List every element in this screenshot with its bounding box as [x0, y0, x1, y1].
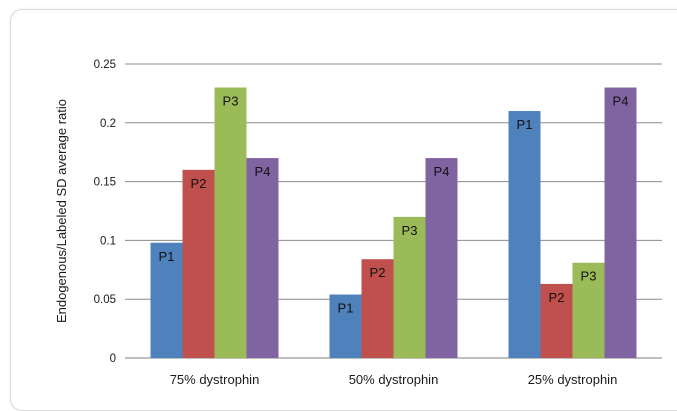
y-tick-label: 0.2 — [100, 118, 116, 130]
data-label: P2 — [549, 290, 565, 305]
data-label: P3 — [581, 269, 597, 284]
bar-p1 — [150, 242, 183, 358]
data-label: P2 — [370, 265, 386, 280]
bar-p2 — [540, 283, 573, 358]
data-label: P4 — [613, 94, 629, 109]
y-tick-label: 0.1 — [100, 235, 116, 247]
bar-p1 — [508, 111, 541, 358]
bar-p2 — [182, 169, 215, 358]
bar-p3 — [214, 87, 247, 359]
data-label: P2 — [191, 176, 207, 191]
x-category-label: 75% dystrophin — [170, 372, 260, 387]
x-category-label: 25% dystrophin — [528, 372, 618, 387]
y-axis-ticks: 0 0.05 0.1 0.15 0.2 0.25 — [94, 59, 116, 365]
data-label: P4 — [434, 164, 450, 179]
bar-p4 — [246, 158, 279, 358]
bar-p4 — [425, 158, 458, 358]
bar-p3 — [393, 216, 426, 358]
x-axis-categories: 75% dystrophin 50% dystrophin 25% dystroph… — [170, 372, 618, 387]
data-label: P1 — [159, 249, 175, 264]
data-labels-group: P1 P2 P3 P4 P1 P2 P3 P4 P1 P2 P3 P4 — [159, 94, 629, 316]
y-tick-label: 0 — [110, 353, 116, 365]
bars-group — [150, 87, 637, 359]
data-label: P1 — [338, 300, 354, 315]
y-tick-label: 0.05 — [94, 294, 116, 306]
data-label: P3 — [223, 94, 239, 109]
x-category-label: 50% dystrophin — [349, 372, 439, 387]
y-tick-label: 0.25 — [94, 59, 116, 71]
y-tick-label: 0.15 — [94, 177, 116, 189]
y-axis-label: Endogenous/Labeled SD average ratio — [54, 99, 69, 323]
bar-p3 — [572, 262, 605, 358]
data-label: P3 — [402, 223, 418, 238]
bar-p4 — [604, 87, 637, 359]
bar-p1 — [329, 294, 362, 358]
bar-chart: P1 P2 P3 P4 P1 P2 P3 P4 P1 P2 P3 P4 0 0.05 0.1 0.15 0.2… — [54, 59, 662, 387]
data-label: P4 — [255, 164, 271, 179]
data-label: P1 — [517, 117, 533, 132]
bar-p2 — [361, 259, 394, 358]
